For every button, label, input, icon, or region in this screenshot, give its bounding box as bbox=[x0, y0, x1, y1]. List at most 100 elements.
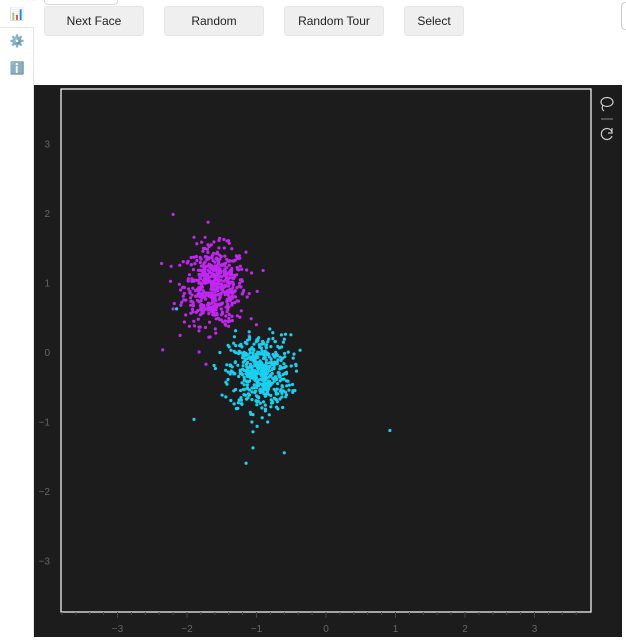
scatter-point bbox=[236, 363, 240, 367]
tab-plot[interactable]: 📊 bbox=[0, 1, 34, 28]
scatter-point bbox=[230, 247, 234, 251]
scatter-point bbox=[220, 275, 224, 279]
tab-settings[interactable]: ⚙️ bbox=[0, 28, 34, 54]
scatter-point bbox=[237, 254, 241, 258]
scatter-point bbox=[220, 310, 224, 314]
scatter-point bbox=[254, 376, 258, 380]
scatter-point bbox=[235, 314, 239, 318]
scatter-plot[interactable]: −3 −2 −1 0 1 2 3 −3 −2 −1 0 1 2 3 bbox=[34, 85, 622, 637]
scatter-point bbox=[240, 402, 244, 406]
scatter-point bbox=[226, 302, 230, 306]
scatter-point bbox=[217, 292, 221, 296]
scatter-point bbox=[283, 351, 287, 356]
scatter-point bbox=[210, 287, 214, 292]
scatter-point bbox=[228, 363, 232, 367]
lasso-icon[interactable] bbox=[600, 96, 614, 112]
scatter-point bbox=[278, 355, 282, 359]
scatter-point bbox=[261, 400, 266, 404]
reset-icon[interactable] bbox=[600, 127, 613, 141]
scatter-point bbox=[235, 286, 239, 290]
scatter-point bbox=[206, 243, 210, 247]
scatter-point bbox=[197, 281, 201, 285]
scatter-point bbox=[241, 290, 245, 294]
scatter-point bbox=[236, 299, 240, 303]
scatter-point bbox=[209, 243, 213, 247]
scatter-point bbox=[271, 336, 275, 341]
scatter-point bbox=[215, 311, 219, 316]
scatter-series-1 bbox=[160, 212, 265, 366]
scatter-point bbox=[256, 395, 261, 399]
scatter-point bbox=[248, 410, 252, 414]
scatter-point bbox=[255, 403, 259, 407]
scatter-point bbox=[168, 279, 173, 283]
scatter-point bbox=[250, 271, 254, 275]
scatter-point bbox=[223, 319, 227, 323]
scatter-point bbox=[214, 331, 218, 335]
scatter-point bbox=[213, 327, 217, 331]
scatter-point bbox=[241, 367, 245, 371]
scatter-point bbox=[226, 272, 231, 276]
scatter-point bbox=[207, 335, 211, 339]
scatter-point bbox=[261, 386, 265, 390]
x-tick-label: −1 bbox=[251, 624, 263, 635]
scatter-point bbox=[245, 374, 250, 378]
scatter-point bbox=[298, 348, 302, 352]
scatter-point bbox=[227, 316, 231, 320]
scatter-point bbox=[272, 379, 276, 383]
scatter-point bbox=[253, 389, 258, 393]
scatter-point bbox=[244, 397, 249, 401]
scatter-point bbox=[222, 270, 226, 274]
scatter-point bbox=[222, 237, 226, 242]
scatter-point bbox=[273, 397, 277, 401]
scatter-plot-canvas[interactable]: −3 −2 −1 0 1 2 3 −3 −2 −1 0 1 2 3 bbox=[34, 85, 622, 637]
scatter-point bbox=[227, 312, 231, 317]
scatter-point bbox=[184, 313, 188, 317]
scatter-point bbox=[226, 320, 230, 324]
scatter-point bbox=[231, 286, 235, 290]
scatter-point bbox=[223, 254, 227, 258]
scatter-point bbox=[258, 401, 262, 405]
scatter-point bbox=[244, 461, 248, 465]
scatter-point bbox=[175, 307, 179, 311]
select-button[interactable]: Select bbox=[404, 6, 464, 36]
scatter-point bbox=[191, 300, 195, 304]
random-tour-button[interactable]: Random Tour bbox=[284, 6, 384, 36]
scatter-point bbox=[161, 348, 165, 352]
scatter-point bbox=[235, 273, 239, 277]
scatter-point bbox=[227, 263, 231, 267]
scatter-point bbox=[281, 389, 285, 393]
scatter-point bbox=[264, 344, 268, 348]
random-button[interactable]: Random bbox=[164, 6, 264, 36]
scatter-point bbox=[229, 398, 233, 403]
scatter-point bbox=[272, 363, 276, 367]
next-face-button[interactable]: Next Face bbox=[44, 6, 144, 36]
scatter-point bbox=[269, 345, 273, 349]
scatter-point bbox=[252, 342, 256, 346]
scatter-point bbox=[221, 287, 225, 291]
scatter-point bbox=[252, 386, 256, 390]
scatter-point bbox=[251, 430, 255, 434]
scatter-point bbox=[281, 405, 285, 410]
scatter-point bbox=[236, 256, 240, 260]
scatter-point bbox=[238, 315, 242, 319]
scatter-point bbox=[238, 264, 242, 268]
scatter-point bbox=[213, 288, 217, 292]
scatter-point bbox=[253, 362, 257, 366]
scatter-point bbox=[274, 391, 278, 396]
scatter-point bbox=[186, 279, 190, 283]
scatter-point bbox=[208, 264, 212, 268]
scatter-point bbox=[233, 360, 238, 364]
right-panel-edge[interactable] bbox=[621, 2, 626, 30]
scatter-point bbox=[249, 373, 253, 377]
y-tick-label: 3 bbox=[44, 140, 50, 151]
scatter-point bbox=[261, 356, 266, 361]
scatter-point bbox=[220, 393, 224, 397]
scatter-point bbox=[230, 314, 234, 318]
scatter-point bbox=[250, 355, 254, 359]
scatter-point bbox=[187, 287, 191, 291]
top-tab[interactable] bbox=[44, 0, 118, 5]
scatter-point bbox=[289, 364, 293, 368]
scatter-point bbox=[248, 348, 252, 352]
scatter-point bbox=[227, 324, 231, 328]
tab-info[interactable]: ℹ️ bbox=[0, 55, 34, 81]
